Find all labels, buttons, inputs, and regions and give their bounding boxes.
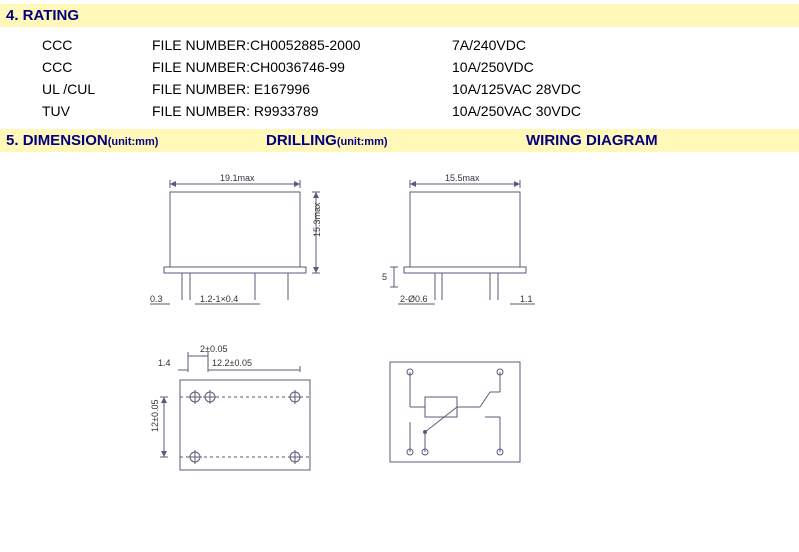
- dim-label: 1.2-1×0.4: [200, 294, 238, 304]
- dim-label: 2-Ø0.6: [400, 294, 428, 304]
- dim-label: 1.1: [520, 294, 533, 304]
- spec-cell: 10A/250VDC: [452, 57, 589, 77]
- spec-cell: 10A/125VAC 28VDC: [452, 79, 589, 99]
- spec-cell: 7A/240VDC: [452, 35, 589, 55]
- dim-label: 0.3: [150, 294, 163, 304]
- file-cell: FILE NUMBER:CH0036746-99: [152, 57, 450, 77]
- cert-cell: CCC: [42, 57, 150, 77]
- section-rating-header: 4. RATING: [0, 4, 799, 27]
- file-cell: FILE NUMBER: E167996: [152, 79, 450, 99]
- cert-cell: TUV: [42, 101, 150, 121]
- side-view-diagram: 15.5max 5 2-Ø0.6 1.1: [380, 172, 560, 312]
- dim-title3: WIRING DIAGRAM: [526, 132, 658, 149]
- drilling-diagram: 2±0.05 1.4 12.2±0.05: [140, 342, 340, 492]
- dim-label: 5: [382, 272, 387, 282]
- dim-unit2: (unit:mm): [337, 136, 388, 148]
- section-dimension-header: 5. DIMENSION(unit:mm) DRILLING(unit:mm) …: [0, 129, 799, 152]
- cert-cell: UL /CUL: [42, 79, 150, 99]
- dim-label: 19.1max: [220, 173, 255, 183]
- front-view-diagram: 19.1max 15.3max 0.3 1.2-1×0.4: [140, 172, 340, 312]
- dim-title1: DIMENSION: [23, 132, 108, 149]
- file-cell: FILE NUMBER: R9933789: [152, 101, 450, 121]
- dim-label: 2±0.05: [200, 344, 227, 354]
- dim-label: 1.4: [158, 358, 171, 368]
- wiring-diagram: [380, 342, 540, 492]
- diagrams-area: 19.1max 15.3max 0.3 1.2-1×0.4: [140, 172, 799, 492]
- dim-num: 5.: [6, 132, 23, 149]
- rating-title: 4. RATING: [6, 7, 79, 24]
- dim-label: 12±0.05: [150, 400, 160, 432]
- spec-cell: 10A/250VAC 30VDC: [452, 101, 589, 121]
- dim-unit1: (unit:mm): [108, 136, 159, 148]
- dim-title2: DRILLING: [266, 132, 337, 149]
- cert-cell: CCC: [42, 35, 150, 55]
- table-row: CCC FILE NUMBER:CH0036746-99 10A/250VDC: [42, 57, 589, 77]
- table-row: TUV FILE NUMBER: R9933789 10A/250VAC 30V…: [42, 101, 589, 121]
- file-cell: FILE NUMBER:CH0052885-2000: [152, 35, 450, 55]
- table-row: CCC FILE NUMBER:CH0052885-2000 7A/240VDC: [42, 35, 589, 55]
- dim-label: 15.3max: [312, 202, 322, 237]
- dim-label: 15.5max: [445, 173, 480, 183]
- rating-table: CCC FILE NUMBER:CH0052885-2000 7A/240VDC…: [40, 33, 591, 123]
- table-row: UL /CUL FILE NUMBER: E167996 10A/125VAC …: [42, 79, 589, 99]
- dim-label: 12.2±0.05: [212, 358, 252, 368]
